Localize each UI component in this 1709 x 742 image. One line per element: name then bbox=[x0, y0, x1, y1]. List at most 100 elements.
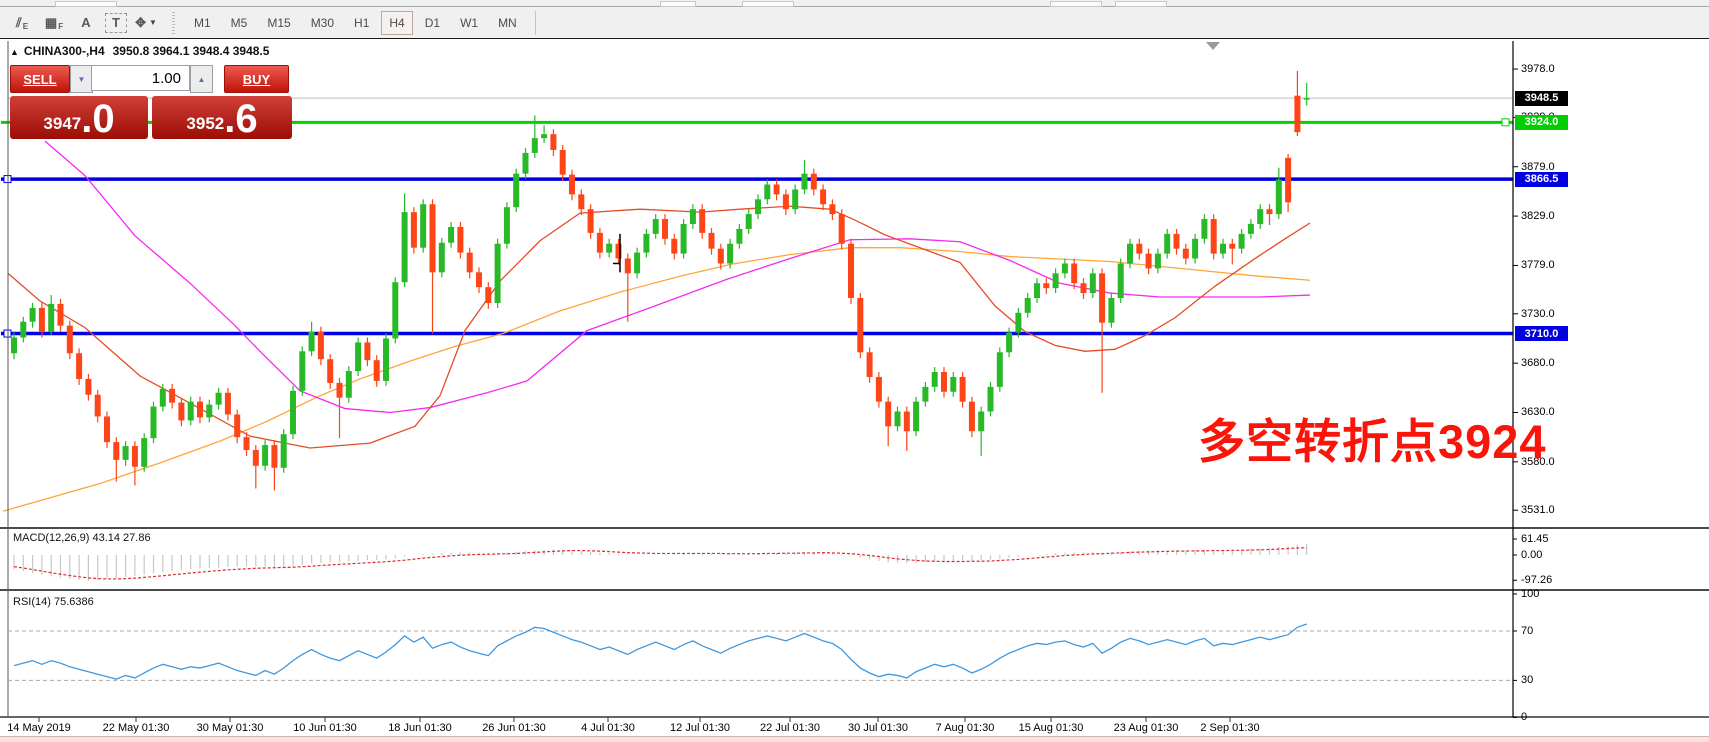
price-tick-label: 3730.0 bbox=[1521, 307, 1555, 320]
candle-down bbox=[848, 243, 854, 299]
ma-orange-line bbox=[2, 247, 1311, 512]
buy-price-tile[interactable]: 3952 .6 bbox=[152, 96, 292, 139]
toolbar-separator bbox=[534, 10, 536, 35]
timeframe-button-m30[interactable]: M30 bbox=[310, 15, 335, 30]
candle-down bbox=[866, 352, 873, 377]
candle-down bbox=[1173, 233, 1180, 249]
volume-increase-stepper[interactable]: ▲ bbox=[190, 65, 213, 93]
price-tick-label: 3580.0 bbox=[1521, 455, 1555, 468]
candle-up bbox=[1154, 253, 1161, 269]
candle-down bbox=[271, 445, 278, 468]
candle-down bbox=[85, 378, 92, 395]
price-badge-3948.5: 3948.5 bbox=[1515, 90, 1568, 106]
toolbar-grip-handle[interactable] bbox=[172, 11, 178, 34]
macd-indicator-label: MACD(12,26,9) 43.14 27.86 bbox=[13, 532, 151, 544]
candle-up bbox=[522, 152, 529, 174]
candle-up bbox=[159, 388, 166, 407]
candle-up bbox=[206, 404, 213, 418]
candle-down bbox=[466, 252, 473, 273]
candle-up bbox=[745, 214, 752, 229]
candle-up bbox=[643, 233, 650, 253]
equidistant-channel-tool-icon[interactable]: ⫽ E bbox=[15, 14, 29, 32]
timeframe-button-w1[interactable]: W1 bbox=[460, 15, 479, 30]
timeframe-button-m1[interactable]: M1 bbox=[194, 15, 211, 30]
time-axis-label: 4 Jul 01:30 bbox=[581, 722, 635, 734]
timeframe-button-h4[interactable]: H4 bbox=[381, 10, 413, 35]
sell-button[interactable]: SELL bbox=[10, 65, 70, 93]
candle-down bbox=[671, 238, 678, 254]
chart-title: ▲ CHINA300-,H4 3950.8 3964.1 3948.4 3948.5 bbox=[10, 44, 269, 58]
macd-signal-line bbox=[13, 547, 1307, 580]
buy-button[interactable]: BUY bbox=[224, 65, 289, 93]
timeframe-button-m15[interactable]: M15 bbox=[267, 15, 291, 30]
candle-down bbox=[596, 232, 603, 253]
candle-up bbox=[262, 445, 269, 466]
price-badge-3710.0: 3710.0 bbox=[1515, 326, 1568, 342]
sell-price-tile[interactable]: 3947 .0 bbox=[10, 96, 148, 139]
candle-down bbox=[838, 214, 845, 244]
toolbar-stub bbox=[55, 1, 117, 7]
candle-down bbox=[624, 258, 631, 274]
candle-up bbox=[541, 134, 548, 139]
candle-up bbox=[392, 282, 399, 339]
rsi-scale-label: 70 bbox=[1521, 625, 1534, 637]
candle-down bbox=[615, 243, 622, 259]
candle-up bbox=[634, 252, 641, 274]
candle-down bbox=[104, 416, 110, 443]
candle-up bbox=[922, 386, 929, 402]
candle-down bbox=[131, 446, 138, 467]
timeframe-button-h1[interactable]: H1 bbox=[354, 15, 370, 30]
candle-down bbox=[559, 149, 566, 175]
volume-input[interactable] bbox=[91, 65, 190, 91]
candle-down bbox=[773, 184, 780, 195]
candle-up bbox=[448, 226, 455, 243]
candle-up bbox=[987, 386, 994, 412]
candle-up bbox=[652, 219, 659, 234]
candle-up bbox=[1238, 233, 1245, 249]
timeframe-button-mn[interactable]: MN bbox=[498, 15, 517, 30]
time-axis-label: 2 Sep 01:30 bbox=[1200, 722, 1260, 734]
arrow-objects-tool-icon[interactable]: ✥ ▼ bbox=[135, 14, 157, 30]
candle-down bbox=[1099, 273, 1106, 323]
candle-up bbox=[290, 390, 296, 435]
chart-window: ▲ CHINA300-,H4 3950.8 3964.1 3948.4 3948.5… bbox=[0, 38, 1709, 742]
candle-up bbox=[355, 342, 362, 372]
candle-up bbox=[122, 446, 129, 460]
candle-up bbox=[680, 223, 687, 254]
candle-up bbox=[1089, 273, 1096, 294]
time-axis-label: 12 Jul 01:30 bbox=[670, 722, 730, 734]
candle-down bbox=[1043, 283, 1050, 289]
candle-down bbox=[1229, 243, 1236, 249]
macd-scale-label: -97.26 bbox=[1521, 574, 1553, 587]
candle-up bbox=[11, 337, 17, 354]
candle-down bbox=[820, 189, 827, 205]
ma-magenta-line bbox=[44, 140, 1311, 414]
candle-up bbox=[606, 243, 613, 253]
timeframe-button-m5[interactable]: M5 bbox=[230, 15, 248, 30]
candle-up bbox=[950, 376, 957, 392]
rsi-scale-label: 0 bbox=[1521, 711, 1528, 724]
candle-up bbox=[20, 321, 27, 338]
candle-down bbox=[782, 194, 789, 210]
fibonacci-grid-tool-icon[interactable]: ▦ F bbox=[44, 14, 64, 32]
candle-down bbox=[252, 450, 259, 466]
candle-up bbox=[996, 352, 1003, 387]
candle-up bbox=[401, 212, 408, 283]
volume-decrease-stepper[interactable]: ▼ bbox=[70, 65, 93, 93]
candle-up bbox=[1275, 179, 1282, 215]
rsi-indicator-label: RSI(14) 75.6386 bbox=[13, 596, 94, 608]
candle-up bbox=[1303, 98, 1310, 100]
timeframe-button-d1[interactable]: D1 bbox=[424, 15, 441, 30]
candle-down bbox=[959, 376, 966, 402]
candle-down bbox=[1294, 95, 1301, 133]
text-label-tool-icon[interactable]: A bbox=[81, 15, 91, 30]
price-tick-label: 3829.0 bbox=[1521, 210, 1555, 223]
ohlc-values-label: 3950.8 3964.1 3948.4 3948.5 bbox=[112, 44, 270, 58]
candle-down bbox=[364, 342, 371, 361]
candle-down bbox=[903, 411, 910, 432]
one-click-panel-collapse-icon[interactable]: ▲ bbox=[10, 47, 19, 57]
candle-up bbox=[299, 351, 306, 391]
text-tool-icon[interactable]: T bbox=[105, 12, 127, 33]
candle-down bbox=[76, 353, 83, 379]
candle-down bbox=[587, 209, 594, 233]
